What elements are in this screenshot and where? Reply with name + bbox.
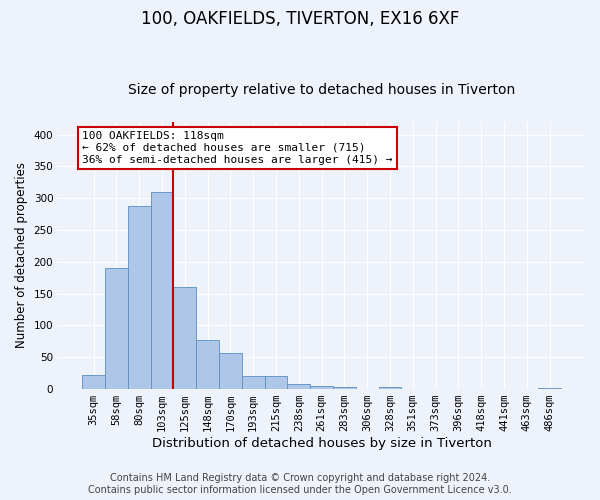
Bar [265, 376, 287, 389]
Bar [242, 376, 265, 389]
Text: Contains HM Land Registry data © Crown copyright and database right 2024.
Contai: Contains HM Land Registry data © Crown c… [88, 474, 512, 495]
Bar [538, 388, 561, 389]
Bar [151, 192, 173, 389]
Bar [310, 386, 333, 389]
Bar [379, 386, 401, 389]
Text: 100, OAKFIELDS, TIVERTON, EX16 6XF: 100, OAKFIELDS, TIVERTON, EX16 6XF [141, 10, 459, 28]
Bar [287, 384, 310, 389]
Bar [196, 340, 219, 389]
Bar [128, 206, 151, 389]
Bar [173, 288, 196, 389]
Bar [105, 268, 128, 389]
Text: 100 OAKFIELDS: 118sqm
← 62% of detached houses are smaller (715)
36% of semi-det: 100 OAKFIELDS: 118sqm ← 62% of detached … [82, 132, 392, 164]
Bar [82, 375, 105, 389]
Y-axis label: Number of detached properties: Number of detached properties [15, 162, 28, 348]
Bar [219, 353, 242, 389]
X-axis label: Distribution of detached houses by size in Tiverton: Distribution of detached houses by size … [152, 437, 491, 450]
Title: Size of property relative to detached houses in Tiverton: Size of property relative to detached ho… [128, 83, 515, 97]
Bar [333, 386, 356, 389]
